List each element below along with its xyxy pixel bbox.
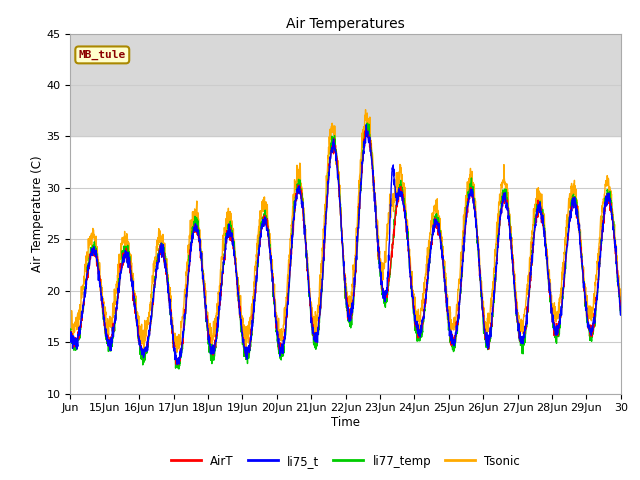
Tsonic xyxy=(122,235,129,241)
Line: Tsonic: Tsonic xyxy=(70,109,621,352)
li77_temp xyxy=(617,310,625,316)
Y-axis label: Air Temperature (C): Air Temperature (C) xyxy=(31,156,44,272)
X-axis label: Time: Time xyxy=(331,416,360,429)
AirT xyxy=(67,330,74,336)
li75_t xyxy=(122,248,129,253)
Text: MB_tule: MB_tule xyxy=(79,50,126,60)
Tsonic xyxy=(609,217,617,223)
Tsonic xyxy=(543,251,550,257)
li75_t xyxy=(512,299,520,304)
Tsonic xyxy=(379,276,387,282)
li75_t xyxy=(543,255,550,261)
AirT xyxy=(241,346,248,351)
Tsonic xyxy=(241,342,248,348)
Bar xyxy=(70,34,621,136)
Line: li75_t: li75_t xyxy=(70,125,621,364)
li77_temp xyxy=(67,328,74,334)
Tsonic xyxy=(617,292,625,298)
AirT xyxy=(174,362,182,368)
AirT xyxy=(512,303,520,309)
li75_t xyxy=(67,329,74,335)
li75_t xyxy=(617,304,625,310)
AirT xyxy=(363,125,371,131)
li75_t xyxy=(173,361,181,367)
Legend: AirT, li75_t, li77_temp, Tsonic: AirT, li75_t, li77_temp, Tsonic xyxy=(166,450,525,472)
AirT xyxy=(122,254,129,260)
li77_temp xyxy=(175,366,183,372)
Title: Air Temperatures: Air Temperatures xyxy=(286,17,405,31)
Tsonic xyxy=(173,349,181,355)
Tsonic xyxy=(67,322,74,327)
Line: li77_temp: li77_temp xyxy=(70,123,621,369)
AirT xyxy=(609,227,617,232)
li75_t xyxy=(609,224,617,229)
li77_temp xyxy=(609,225,617,231)
li77_temp xyxy=(379,294,387,300)
li77_temp xyxy=(122,248,129,254)
li75_t xyxy=(241,345,248,351)
li75_t xyxy=(362,122,370,128)
Tsonic xyxy=(512,297,520,303)
AirT xyxy=(617,307,625,313)
li75_t xyxy=(379,286,387,292)
li77_temp xyxy=(543,253,550,259)
li77_temp xyxy=(364,120,371,126)
Line: AirT: AirT xyxy=(70,128,621,365)
AirT xyxy=(379,286,387,291)
AirT xyxy=(543,253,550,259)
li77_temp xyxy=(512,300,520,306)
Tsonic xyxy=(362,107,369,112)
li77_temp xyxy=(241,347,248,353)
